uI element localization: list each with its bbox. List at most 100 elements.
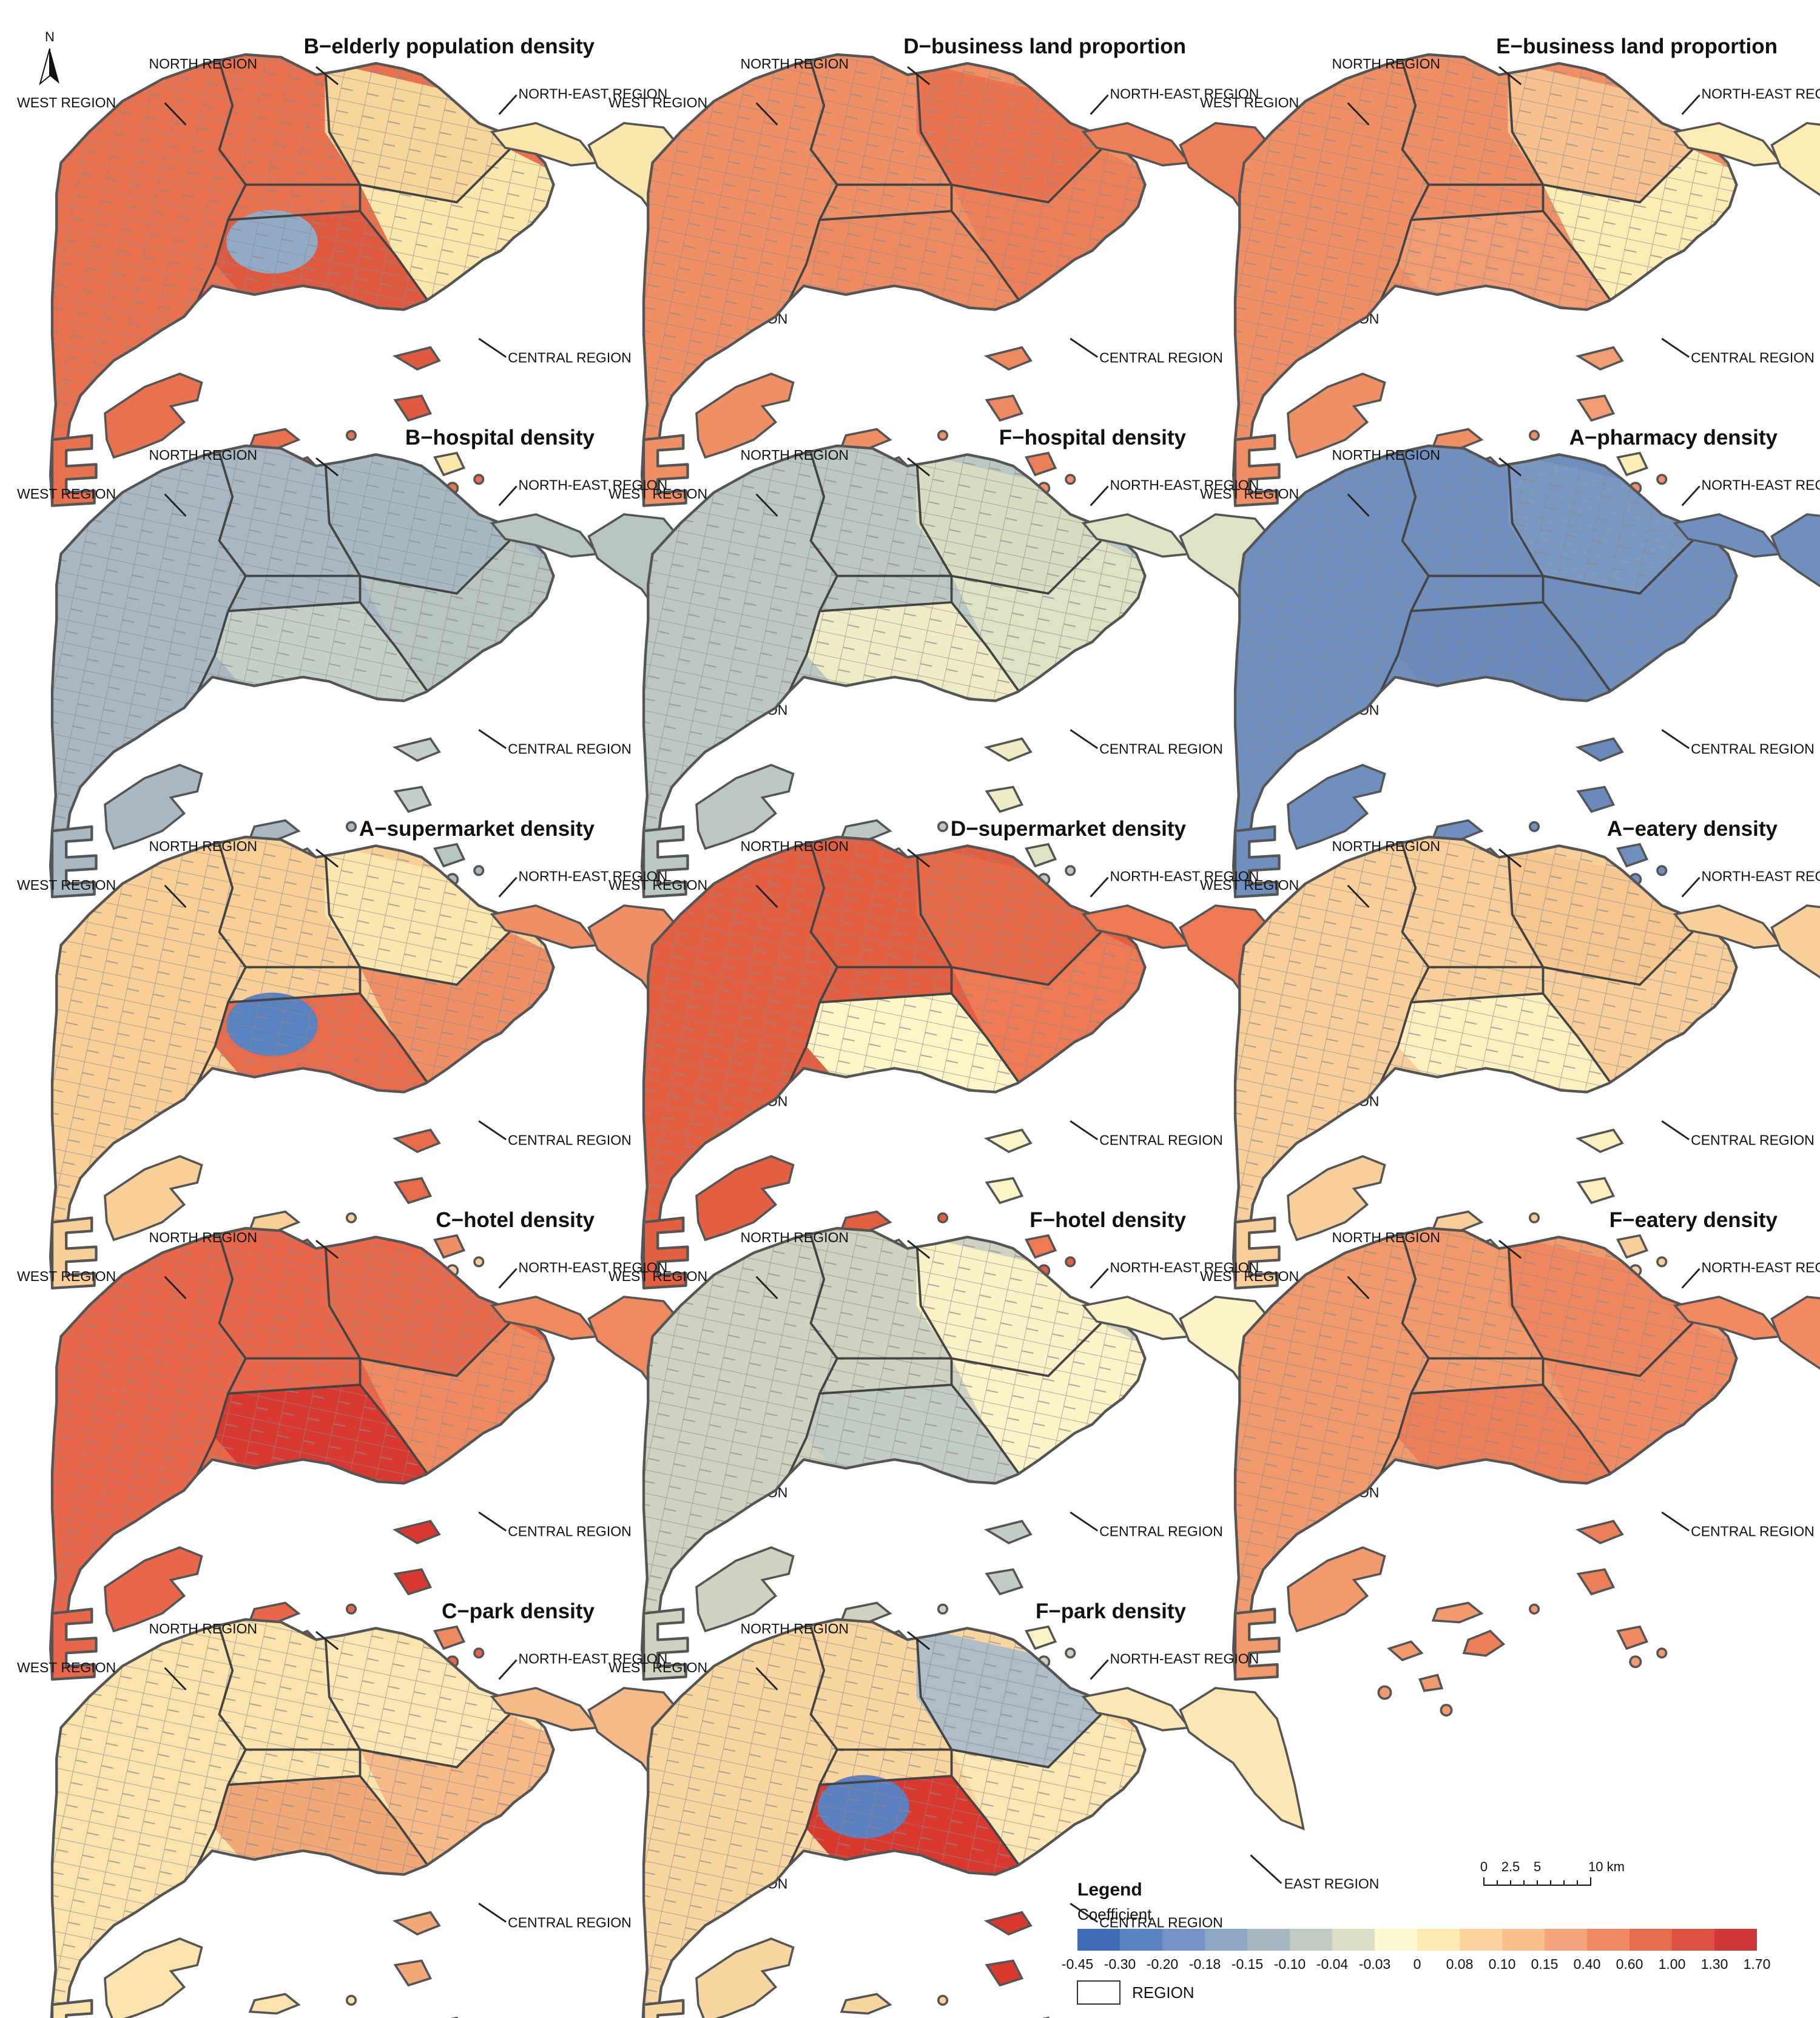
region-label-west: WEST REGION (608, 877, 707, 893)
legend-swatch (1672, 1929, 1714, 1951)
region-label-central: CENTRAL REGION (1099, 349, 1223, 365)
legend-swatch (1417, 1929, 1460, 1951)
legend-swatch (1502, 1929, 1545, 1951)
legend-tick-label: 0.15 (1531, 1956, 1559, 1972)
legend-subtitle: Coefficient (1077, 1905, 1152, 1923)
legend-title: Legend (1077, 1880, 1142, 1900)
region-label-central: CENTRAL REGION (1099, 1914, 1223, 1930)
region-swatch-label: REGION (1132, 1983, 1195, 2002)
region-label-west: WEST REGION (608, 1660, 707, 1675)
legend-swatch (1077, 1929, 1120, 1951)
region-label-north-east: NORTH-EAST REGION (1110, 868, 1259, 884)
region-label-north-east: NORTH-EAST REGION (518, 1259, 667, 1275)
legend-swatch (1630, 1929, 1672, 1951)
legend-swatch (1545, 1929, 1587, 1951)
panel-title: C−park density (442, 1599, 595, 1623)
region-label-north: NORTH REGION (741, 56, 849, 72)
legend-tick-labels: -0.45 -0.30 -0.20 -0.18 -0.15 -0.10 -0.04 -0.03… (1062, 1956, 1771, 1972)
region-label-west: WEST REGION (17, 486, 116, 502)
region-label-central: CENTRAL REGION (1099, 1132, 1223, 1148)
region-label-north: NORTH REGION (1332, 56, 1440, 72)
legend-tick-label: -0.20 (1147, 1956, 1178, 1972)
region-label-central: CENTRAL REGION (1691, 349, 1815, 365)
legend-tick-label: 1.70 (1744, 1956, 1771, 1972)
region-label-north-east: NORTH-EAST REGION (1110, 477, 1259, 493)
region-label-north: NORTH REGION (741, 447, 849, 463)
region-label-west: WEST REGION (1200, 1268, 1299, 1284)
region-label-central: CENTRAL REGION (1099, 741, 1223, 756)
legend-tick-label: -0.04 (1316, 1956, 1349, 1972)
panel-title: F−hotel density (1030, 1208, 1186, 1232)
legend-swatch (1332, 1929, 1375, 1951)
region-label-east: EAST REGION (1284, 1876, 1380, 1892)
region-label-north: NORTH REGION (149, 1229, 257, 1245)
region-label-central: CENTRAL REGION (1691, 1132, 1815, 1148)
panel-title: B−hospital density (405, 426, 595, 449)
north-arrow: N (39, 29, 59, 86)
scale-label-10: 10 km (1588, 1859, 1625, 1874)
legend-swatch (1120, 1929, 1162, 1951)
region-label-central: CENTRAL REGION (508, 1523, 632, 1539)
panel-title: D−supermarket density (951, 817, 1187, 841)
legend-tick-label: -0.03 (1359, 1956, 1390, 1972)
panel-title: A−pharmacy density (1569, 426, 1778, 449)
region-label-north-east: NORTH-EAST REGION (518, 477, 667, 493)
legend-tick-label: 0 (1414, 1956, 1421, 1972)
region-label-north: NORTH REGION (149, 1621, 257, 1636)
region-label-west: WEST REGION (608, 1268, 707, 1284)
region-label-central: CENTRAL REGION (508, 1132, 632, 1148)
region-label-north: NORTH REGION (1332, 447, 1440, 463)
legend-tick-label: -0.30 (1104, 1956, 1136, 1972)
legend-tick-label: -0.45 (1062, 1956, 1093, 1972)
region-label-west: WEST REGION (17, 1660, 116, 1675)
legend-tick-label: -0.15 (1232, 1956, 1263, 1972)
region-label-north: NORTH REGION (741, 838, 849, 854)
region-label-north-east: NORTH-EAST REGION (1110, 1259, 1259, 1275)
region-label-west: WEST REGION (608, 95, 707, 110)
scale-label-2-5: 2.5 (1502, 1859, 1520, 1874)
panel-title: F−eatery density (1609, 1208, 1778, 1232)
scale-label-5: 5 (1534, 1859, 1541, 1874)
legend-color-ramp (1077, 1929, 1757, 1951)
legend-tick-label: 0.40 (1574, 1956, 1601, 1972)
region-label-north-east: NORTH-EAST REGION (518, 86, 667, 101)
map-panels: NORTH REGION WEST REGION NORTH-EAST REGI… (17, 35, 1820, 2018)
panel-title: D−business land proportion (903, 35, 1186, 58)
north-arrow-label: N (45, 29, 55, 44)
region-label-west: WEST REGION (1200, 95, 1299, 110)
region-label-west: WEST REGION (17, 877, 116, 893)
panel-title: A−supermarket density (359, 817, 595, 841)
legend-swatch (1375, 1929, 1417, 1951)
region-label-north-east: NORTH-EAST REGION (1110, 1650, 1259, 1666)
region-label-central: CENTRAL REGION (1099, 1523, 1223, 1539)
legend-swatch (1587, 1929, 1630, 1951)
legend-swatch (1205, 1929, 1247, 1951)
region-label-west: WEST REGION (608, 486, 707, 502)
map-panel: NORTH REGION WEST REGION NORTH-EAST REGI… (608, 1599, 1379, 2018)
legend: Legend Coefficient -0.45 -0.30 -0.20 -0.18-… (1062, 1880, 1771, 2005)
region-label-north: NORTH REGION (741, 1621, 849, 1636)
region-label-north-east: NORTH-EAST REGION (1702, 86, 1820, 101)
legend-swatch (1714, 1929, 1757, 1951)
region-label-central: CENTRAL REGION (508, 741, 632, 756)
region-label-west: WEST REGION (17, 1268, 116, 1284)
region-label-central: CENTRAL REGION (1691, 741, 1815, 756)
scale-bar: 0 2.5 5 10 km (1480, 1859, 1625, 1886)
region-label-central: CENTRAL REGION (1691, 1523, 1815, 1539)
legend-swatch (1290, 1929, 1332, 1951)
region-label-north-east: NORTH-EAST REGION (1702, 1259, 1820, 1275)
region-label-north: NORTH REGION (149, 56, 257, 72)
scale-label-0: 0 (1480, 1859, 1488, 1874)
panel-title: F−hospital density (999, 426, 1187, 449)
region-label-north: NORTH REGION (149, 838, 257, 854)
panel-title: F−park density (1036, 1599, 1187, 1623)
legend-swatch (1162, 1929, 1205, 1951)
map-panel: NORTH REGION WEST REGION NORTH-EAST REGI… (17, 35, 787, 543)
region-label-north-east: NORTH-EAST REGION (1702, 868, 1820, 884)
region-label-north-east: NORTH-EAST REGION (518, 1650, 667, 1666)
legend-tick-label: 0.08 (1446, 1956, 1474, 1972)
region-label-west: WEST REGION (1200, 486, 1299, 502)
legend-swatch (1460, 1929, 1502, 1951)
region-label-north: NORTH REGION (1332, 1229, 1440, 1245)
